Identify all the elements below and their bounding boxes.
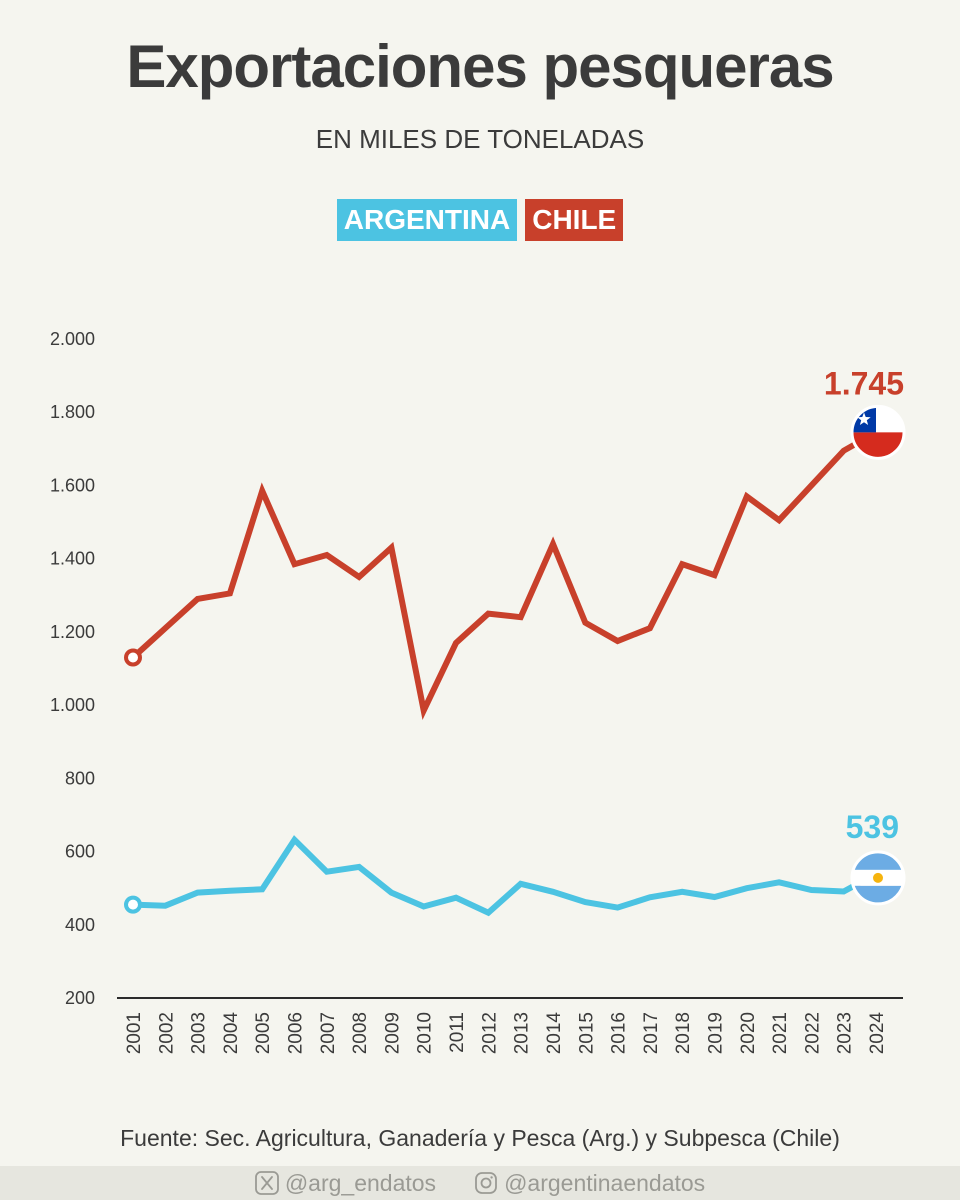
y-tick-label: 1.800 bbox=[50, 402, 95, 422]
x-tick-label: 2017 bbox=[641, 1012, 662, 1054]
x-tick-label: 2016 bbox=[609, 1012, 630, 1054]
x-tick-label: 2005 bbox=[253, 1012, 274, 1054]
x-tick-label: 2023 bbox=[835, 1012, 856, 1054]
series-line-argentina bbox=[132, 835, 878, 917]
x-tick-label: 2020 bbox=[738, 1012, 759, 1054]
twitter-handle: @arg_endatos bbox=[284, 1169, 437, 1196]
y-tick-label: 2.000 bbox=[50, 329, 95, 349]
y-tick-label: 1.600 bbox=[50, 475, 95, 495]
footer: @arg_endatos @argentinaendatos bbox=[0, 1166, 960, 1200]
x-tick-label: 2021 bbox=[770, 1012, 791, 1054]
twitter-handle-group[interactable]: @arg_endatos bbox=[254, 1169, 437, 1197]
legend: ARGENTINA CHILE bbox=[0, 199, 960, 241]
argentina-end-label: 539 bbox=[846, 809, 899, 845]
x-tick-label: 2006 bbox=[286, 1012, 307, 1054]
x-tick-label: 2007 bbox=[318, 1012, 339, 1054]
x-tick-label: 2013 bbox=[512, 1012, 533, 1054]
x-tick-label: 2012 bbox=[479, 1012, 500, 1054]
y-tick-label: 1.000 bbox=[50, 695, 95, 715]
chile-flag-border bbox=[850, 404, 906, 460]
chart-subtitle: EN MILES DE TONELADAS bbox=[315, 124, 645, 154]
x-tick-label: 2002 bbox=[156, 1012, 177, 1054]
argentina-flag-border bbox=[850, 850, 906, 906]
legend-chile: CHILE bbox=[525, 199, 624, 241]
legend-argentina: ARGENTINA bbox=[336, 199, 518, 241]
line-chart: 200 400 600 800 1.000 1.200 1.400 1.600 1.800 2.0… bbox=[50, 329, 906, 1055]
x-twitter-icon bbox=[254, 1171, 279, 1195]
x-tick-label: 2008 bbox=[350, 1012, 371, 1054]
y-tick-label: 400 bbox=[65, 915, 95, 935]
chart-title: Exportaciones pesqueras bbox=[126, 33, 834, 100]
x-tick-label: 2022 bbox=[802, 1012, 823, 1054]
data-point-chile-start bbox=[124, 648, 142, 667]
y-tick-label: 800 bbox=[65, 768, 95, 788]
x-tick-label: 2015 bbox=[576, 1012, 597, 1054]
y-tick-label: 200 bbox=[65, 988, 95, 1008]
chile-end-label: 1.745 bbox=[824, 365, 904, 401]
x-tick-label: 2019 bbox=[705, 1012, 726, 1054]
source-note: Fuente: Sec. Agricultura, Ganadería y Pe… bbox=[120, 1125, 840, 1151]
instagram-handle-group[interactable]: @argentinaendatos bbox=[474, 1170, 705, 1197]
y-tick-label: 600 bbox=[65, 842, 95, 862]
instagram-handle: @argentinaendatos bbox=[504, 1169, 706, 1196]
x-tick-label: 2004 bbox=[221, 1012, 242, 1055]
y-tick-label: 1.200 bbox=[50, 622, 95, 642]
data-point-argentina-start bbox=[124, 895, 142, 914]
x-tick-label: 2018 bbox=[673, 1012, 694, 1054]
x-tick-label: 2024 bbox=[867, 1012, 888, 1055]
y-tick-label: 1.400 bbox=[50, 549, 95, 569]
x-tick-label: 2009 bbox=[382, 1012, 403, 1054]
x-tick-label: 2001 bbox=[124, 1012, 145, 1054]
instagram-icon bbox=[475, 1172, 497, 1194]
x-tick-label: 2003 bbox=[189, 1012, 210, 1054]
x-tick-label: 2011 bbox=[447, 1012, 468, 1053]
x-tick-label: 2014 bbox=[544, 1012, 565, 1055]
x-tick-label: 2010 bbox=[415, 1012, 436, 1054]
series-line-chile bbox=[130, 429, 878, 721]
